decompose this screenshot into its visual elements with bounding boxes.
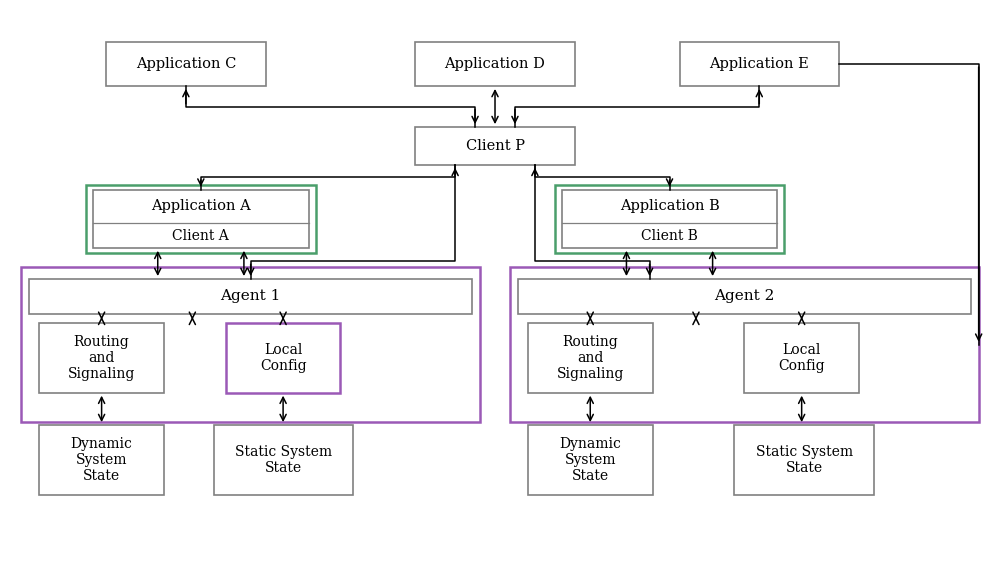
Text: Dynamic
System
State: Dynamic System State xyxy=(559,437,621,483)
Bar xyxy=(528,425,653,495)
Bar xyxy=(528,323,653,393)
Bar xyxy=(734,425,874,495)
Text: Application B: Application B xyxy=(620,200,719,214)
Bar xyxy=(39,323,164,393)
Bar xyxy=(106,42,266,86)
Text: Static System
State: Static System State xyxy=(756,445,853,475)
Bar xyxy=(93,190,309,248)
Bar xyxy=(86,185,316,252)
Bar xyxy=(39,425,164,495)
Text: Local
Config: Local Config xyxy=(260,343,306,373)
Bar xyxy=(29,279,472,314)
Bar xyxy=(226,323,340,393)
Text: Routing
and
Signaling: Routing and Signaling xyxy=(557,335,624,381)
Text: Agent 2: Agent 2 xyxy=(714,289,775,303)
Text: Application D: Application D xyxy=(445,57,545,71)
Text: Client A: Client A xyxy=(172,229,229,242)
Text: Routing
and
Signaling: Routing and Signaling xyxy=(68,335,135,381)
Text: Application A: Application A xyxy=(151,200,251,214)
Bar xyxy=(21,267,480,422)
Text: Client P: Client P xyxy=(466,139,525,153)
Text: Dynamic
System
State: Dynamic System State xyxy=(71,437,133,483)
Text: Local
Config: Local Config xyxy=(778,343,825,373)
Bar xyxy=(510,267,979,422)
Bar xyxy=(214,425,353,495)
Bar xyxy=(415,127,575,165)
Bar xyxy=(415,42,575,86)
Text: Application C: Application C xyxy=(136,57,236,71)
Text: Application E: Application E xyxy=(709,57,809,71)
Bar xyxy=(518,279,971,314)
Bar xyxy=(555,185,784,252)
Bar xyxy=(562,190,777,248)
Bar xyxy=(680,42,839,86)
Bar xyxy=(744,323,859,393)
Text: Static System
State: Static System State xyxy=(235,445,332,475)
Text: Agent 1: Agent 1 xyxy=(221,289,281,303)
Text: Client B: Client B xyxy=(641,229,698,242)
